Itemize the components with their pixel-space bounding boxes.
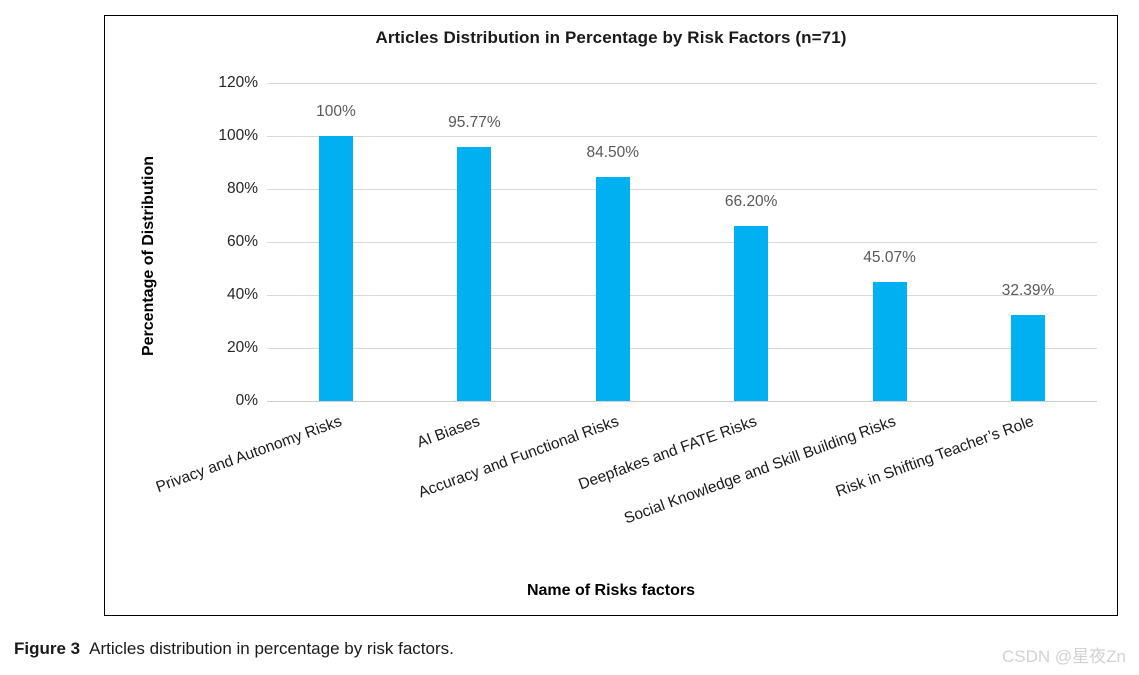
watermark: CSDN @星夜Zn: [1002, 647, 1126, 666]
figure-caption-label: Figure 3: [14, 639, 81, 658]
x-axis-title: Name of Risks factors: [526, 582, 696, 599]
figure-caption: Figure 3 Articles distribution in percent…: [14, 639, 454, 659]
figure-caption-text: Articles distribution in percentage by r…: [89, 639, 454, 658]
chart-title: Articles Distribution in Percentage by R…: [375, 28, 847, 47]
y-axis-title: Percentage of Distribution: [140, 155, 157, 357]
chart-frame: [104, 15, 1118, 616]
